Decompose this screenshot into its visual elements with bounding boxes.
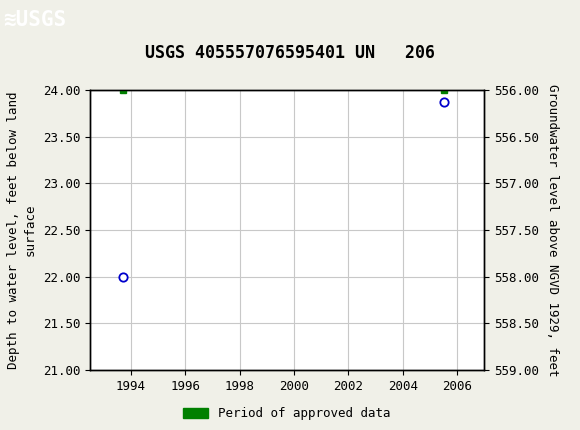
Y-axis label: Depth to water level, feet below land
surface: Depth to water level, feet below land su… (7, 91, 37, 369)
Text: USGS 405557076595401 UN   206: USGS 405557076595401 UN 206 (145, 44, 435, 62)
Text: ≋USGS: ≋USGS (3, 10, 66, 31)
Y-axis label: Groundwater level above NGVD 1929, feet: Groundwater level above NGVD 1929, feet (546, 84, 559, 376)
Legend: Period of approved data: Period of approved data (179, 402, 396, 425)
